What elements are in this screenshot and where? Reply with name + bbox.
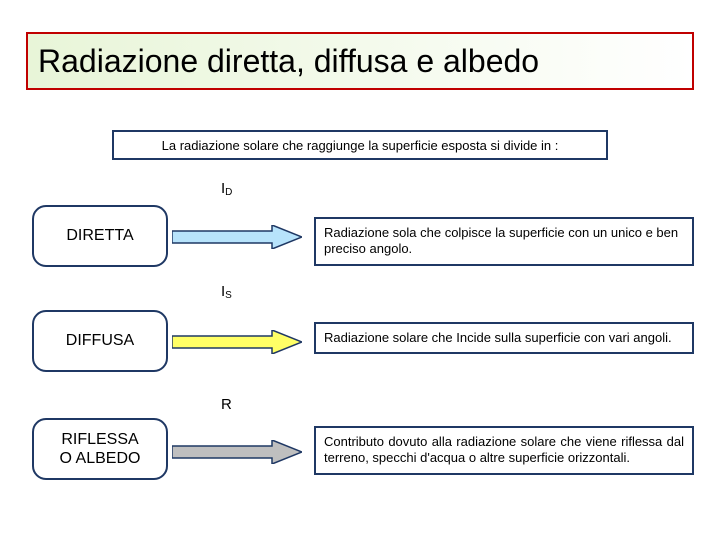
- arrow-icon: [172, 225, 302, 249]
- arrow-icon: [172, 330, 302, 354]
- description-box: Contributo dovuto alla radiazione solare…: [314, 426, 694, 475]
- description-text: Radiazione solare che Incide sulla super…: [324, 330, 672, 346]
- label-text: DIRETTA: [66, 226, 133, 245]
- subtitle-text: La radiazione solare che raggiunge la su…: [162, 138, 559, 153]
- variable-label: R: [221, 396, 232, 413]
- label-text: RIFLESSAO ALBEDO: [60, 430, 141, 468]
- subtitle-box: La radiazione solare che raggiunge la su…: [112, 130, 608, 160]
- title-text: Radiazione diretta, diffusa e albedo: [38, 43, 539, 80]
- label-box: RIFLESSAO ALBEDO: [32, 418, 168, 480]
- description-text: Radiazione sola che colpisce la superfic…: [324, 225, 684, 258]
- description-text: Contributo dovuto alla radiazione solare…: [324, 434, 684, 467]
- description-box: Radiazione sola che colpisce la superfic…: [314, 217, 694, 266]
- label-box: DIFFUSA: [32, 310, 168, 372]
- label-text: DIFFUSA: [66, 331, 134, 350]
- label-box: DIRETTA: [32, 205, 168, 267]
- title-box: Radiazione diretta, diffusa e albedo: [26, 32, 694, 90]
- variable-label: ID: [221, 180, 232, 197]
- arrow-icon: [172, 440, 302, 464]
- description-box: Radiazione solare che Incide sulla super…: [314, 322, 694, 354]
- variable-label: IS: [221, 283, 232, 300]
